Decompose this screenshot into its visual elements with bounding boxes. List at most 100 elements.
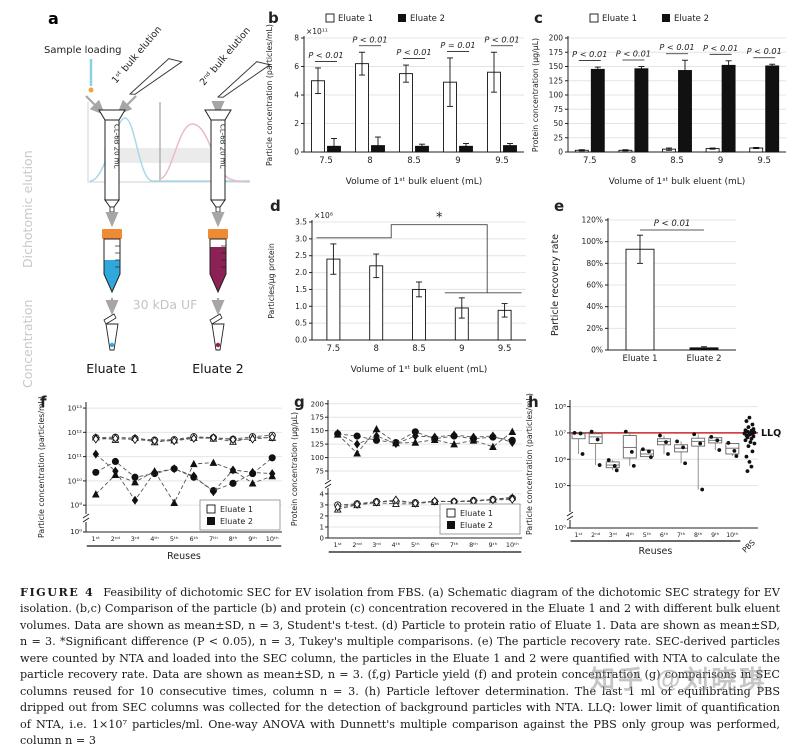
bars — [311, 51, 517, 153]
microtube-2-icon — [209, 313, 225, 351]
elution-arrows — [105, 211, 225, 228]
svg-text:5ᵗʰ: 5ᵗʰ — [170, 535, 179, 543]
column2-label: CL-6B 20 mL — [219, 124, 227, 169]
bulk2-pipette-icon — [216, 61, 271, 98]
axes: 200 175 150 125 100 75 4 3 2 1 0 Protein concentrat… — [290, 400, 522, 543]
eluate2-label: Eluate 2 — [192, 361, 243, 376]
svg-text:0: 0 — [294, 148, 299, 157]
svg-text:175: 175 — [549, 48, 564, 57]
axes: 10⁸ 10⁷ 10⁶ 10⁵ 10⁰ Particle concentration (p… — [525, 393, 758, 535]
svg-text:9.5: 9.5 — [495, 156, 509, 166]
x-axis-labels: 1ˢᵗ 2ⁿᵈ 3ʳᵈ 4ᵗʰ 5ᵗʰ 6ᵗʰ 7ᵗʰ 8ᵗʰ 9ᵗʰ 10ᵗʰ — [328, 541, 522, 553]
panel-e-svg: 0% 20% 40% 60% 80% 100% 120% Eluate 1 Eluate 2 Pa… — [550, 197, 736, 364]
svg-text:1ˢᵗ: 1ˢᵗ — [92, 535, 101, 543]
svg-text:125: 125 — [549, 76, 564, 85]
figure-caption: FIGURE 4 Feasibility of dichotomic SEC fo… — [20, 584, 780, 750]
data-series — [333, 424, 517, 513]
svg-text:10¹⁰: 10¹⁰ — [67, 477, 82, 485]
svg-text:P < 0.01: P < 0.01 — [352, 34, 387, 44]
svg-text:0.0: 0.0 — [295, 336, 307, 345]
svg-text:P < 0.01: P < 0.01 — [659, 42, 694, 52]
svg-text:0: 0 — [320, 535, 324, 543]
panel-a-schematic: a Dichotomic elution Concentration Sampl… — [18, 2, 271, 390]
svg-text:0: 0 — [558, 148, 563, 157]
svg-text:3: 3 — [320, 501, 324, 509]
svg-text:2ⁿᵈ: 2ⁿᵈ — [352, 541, 362, 549]
svg-text:50: 50 — [553, 119, 563, 128]
panel-b-svg: 0 2 4 6 8 7.5 8 8.5 9 9.5 Volume of 1ˢᵗ bulk eluen… — [265, 9, 524, 187]
svg-text:75: 75 — [315, 468, 324, 476]
dichotomic-elution-label: Dichotomic elution — [20, 150, 35, 268]
svg-text:7.5: 7.5 — [319, 156, 333, 166]
svg-text:5ᵗʰ: 5ᵗʰ — [411, 541, 420, 549]
svg-text:Particle concentration (partic: Particle concentration (particles/mL) — [525, 393, 534, 535]
svg-text:150: 150 — [549, 62, 564, 71]
svg-text:P < 0.01: P < 0.01 — [654, 219, 691, 229]
svg-text:5ᵗʰ: 5ᵗʰ — [643, 532, 652, 539]
svg-text:8: 8 — [373, 344, 378, 354]
svg-text:9: 9 — [459, 344, 464, 354]
svg-text:P < 0.01: P < 0.01 — [484, 34, 519, 44]
axes: 0 2 4 6 8 7.5 8 8.5 9 9.5 Volume of 1ˢᵗ bulk eluen… — [265, 24, 524, 187]
svg-text:Eluate 2: Eluate 2 — [460, 521, 493, 530]
svg-text:40%: 40% — [586, 302, 603, 311]
svg-text:*: * — [436, 211, 443, 226]
legend: Eluate 1 Eluate 2 — [439, 503, 521, 535]
svg-text:120%: 120% — [582, 216, 603, 225]
sample-drop-icon — [88, 87, 94, 93]
pink-peak-icon — [159, 123, 250, 183]
p-value-labels: P < 0.01 P < 0.01 P < 0.01 P < 0.01 P < 0.01 — [572, 42, 782, 61]
panel-d-letter: d — [270, 197, 281, 215]
panel-e-letter: e — [554, 197, 564, 215]
svg-text:6ᵗʰ: 6ᵗʰ — [660, 532, 669, 539]
svg-text:3ʳᵈ: 3ʳᵈ — [372, 541, 381, 549]
pbs-points — [742, 415, 757, 474]
falcon-tube-2-icon — [208, 229, 228, 294]
legend: Eluate 1 Eluate 2 — [589, 13, 709, 24]
svg-text:6: 6 — [294, 62, 299, 71]
panel-g-svg: 200 175 150 125 100 75 4 3 2 1 0 Protein concentrat… — [290, 393, 522, 553]
svg-text:10⁹: 10⁹ — [70, 502, 82, 510]
svg-text:2: 2 — [320, 512, 324, 520]
gridlines — [86, 407, 282, 506]
svg-text:6ᵗʰ: 6ᵗʰ — [189, 535, 198, 543]
svg-text:3.5: 3.5 — [295, 218, 307, 227]
svg-text:Protein concentration (μg/μL): Protein concentration (μg/μL) — [531, 38, 540, 152]
svg-text:Eluate 2: Eluate 2 — [410, 14, 445, 24]
svg-text:P < 0.01: P < 0.01 — [747, 46, 782, 56]
svg-text:Eluate 1: Eluate 1 — [622, 354, 657, 364]
svg-text:10⁰: 10⁰ — [554, 524, 566, 532]
axes: 0.0 0.5 1.0 1.5 2.0 2.5 3.0 3.5 7.5 8 8.5 9 9.5 Volum… — [267, 211, 526, 375]
llq-line: LLQ — [570, 428, 781, 439]
svg-text:Particle concentration (partic: Particle concentration (particles/mL) — [265, 24, 274, 166]
svg-text:Protein concentration (μg/μL): Protein concentration (μg/μL) — [290, 412, 299, 526]
svg-text:Particle recovery rate: Particle recovery rate — [550, 234, 561, 336]
bars — [326, 243, 512, 341]
svg-text:4ᵗʰ: 4ᵗʰ — [392, 541, 401, 549]
data-series — [91, 431, 277, 506]
sec-column-2-icon — [204, 109, 232, 213]
x-axis-labels: 1ˢᵗ 2ⁿᵈ 3ʳᵈ 4ᵗʰ 5ᵗʰ 6ᵗʰ 7ᵗʰ 8ᵗʰ 9ᵗʰ 10ᵗʰ Reuses — [86, 535, 282, 562]
panel-b-letter: b — [268, 9, 279, 27]
svg-text:Volume of 1ˢᵗ bulk eluent (mL): Volume of 1ˢᵗ bulk eluent (mL) — [351, 365, 488, 375]
svg-text:9.5: 9.5 — [757, 156, 771, 166]
svg-text:4: 4 — [294, 91, 299, 100]
svg-text:25: 25 — [553, 133, 563, 142]
panel-h-chart: 10⁸ 10⁷ 10⁶ 10⁵ 10⁰ Particle concentration (p… — [522, 392, 792, 584]
axes: 10¹³ 10¹² 10¹¹ 10¹⁰ 10⁹ 10⁰ Particle concentra… — [37, 396, 282, 538]
svg-text:Eluate 1: Eluate 1 — [338, 14, 373, 24]
panel-c-chart: 0 25 50 75 100 125 150 175 200 7.5 8 8.5 9 9.5 Volume … — [528, 8, 792, 188]
svg-text:P < 0.01: P < 0.01 — [572, 49, 607, 59]
bars — [625, 234, 719, 351]
svg-text:9ᵗʰ: 9ᵗʰ — [489, 541, 498, 549]
svg-text:3.0: 3.0 — [295, 234, 307, 243]
schematic-svg: a Dichotomic elution Concentration Sampl… — [20, 9, 271, 388]
svg-text:9ᵗʰ: 9ᵗʰ — [711, 532, 720, 539]
svg-text:2ⁿᵈ: 2ⁿᵈ — [111, 535, 121, 543]
svg-text:10ᵗʰ: 10ᵗʰ — [266, 535, 279, 543]
svg-text:7.5: 7.5 — [327, 344, 341, 354]
svg-text:9ᵗʰ: 9ᵗʰ — [248, 535, 257, 543]
panel-f-letter: f — [40, 393, 47, 411]
svg-text:10⁶: 10⁶ — [554, 456, 566, 464]
panel-f-chart: 10¹³ 10¹² 10¹¹ 10¹⁰ 10⁹ 10⁰ Particle concentra… — [34, 392, 290, 578]
